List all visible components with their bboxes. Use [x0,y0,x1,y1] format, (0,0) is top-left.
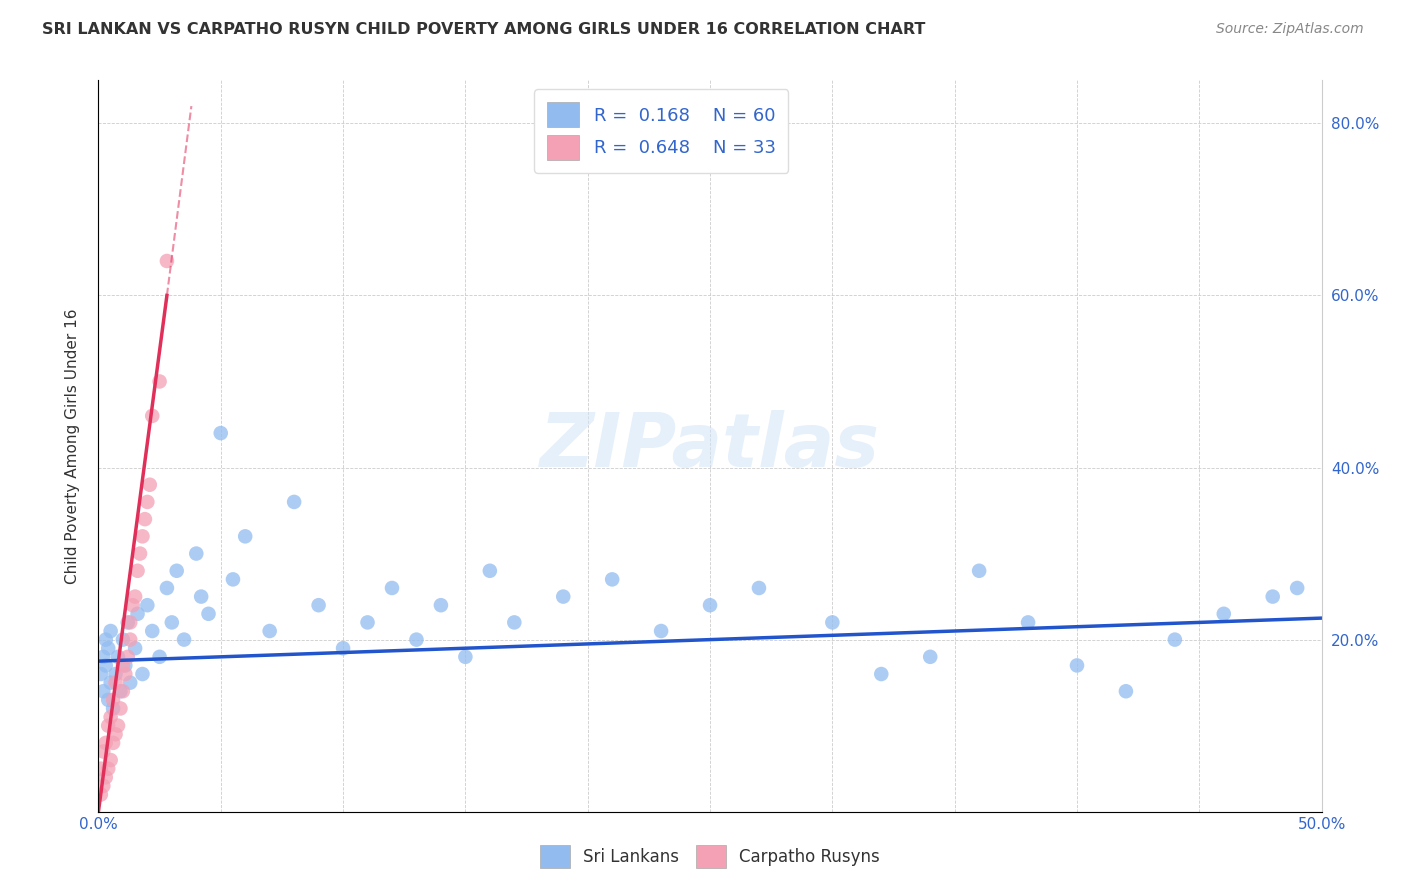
Point [478,564,501,578]
Point [117,649,139,664]
Point [553,590,575,604]
Point [107,649,129,664]
Point [149,649,172,664]
Point [141,409,163,423]
Point [90,667,112,681]
Point [1017,615,1039,630]
Point [650,624,672,638]
Point [91,649,114,664]
Point [120,632,142,647]
Point [197,607,219,621]
Point [134,512,156,526]
Point [101,736,124,750]
Point [233,529,256,543]
Point [136,495,159,509]
Point [1066,658,1088,673]
Point [127,607,149,621]
Point [332,641,354,656]
Point [967,564,990,578]
Point [97,641,120,656]
Point [173,632,195,647]
Point [91,779,114,793]
Point [104,675,127,690]
Point [920,649,942,664]
Point [91,684,114,698]
Point [94,770,117,784]
Point [121,598,143,612]
Point [870,667,893,681]
Point [101,693,124,707]
Point [222,573,245,587]
Text: Source: ZipAtlas.com: Source: ZipAtlas.com [1216,22,1364,37]
Point [111,684,134,698]
Point [454,649,477,664]
Point [156,254,179,268]
Point [107,719,129,733]
Point [120,675,142,690]
Point [186,547,208,561]
Point [160,615,183,630]
Point [1164,632,1187,647]
Point [104,727,127,741]
Point [139,477,162,491]
Point [356,615,378,630]
Point [127,564,149,578]
Point [166,564,188,578]
Point [114,667,136,681]
Text: SRI LANKAN VS CARPATHO RUSYN CHILD POVERTY AMONG GIRLS UNDER 16 CORRELATION CHAR: SRI LANKAN VS CARPATHO RUSYN CHILD POVER… [42,22,925,37]
Point [120,615,142,630]
Point [131,667,153,681]
Point [110,701,132,715]
Point [111,658,134,673]
Y-axis label: Child Poverty Among Girls Under 16: Child Poverty Among Girls Under 16 [65,309,80,583]
Point [821,615,844,630]
Point [1212,607,1234,621]
Point [136,598,159,612]
Point [101,701,124,715]
Point [259,624,281,638]
Point [114,658,136,673]
Point [124,641,146,656]
Point [91,744,114,758]
Point [748,581,770,595]
Point [100,675,122,690]
Point [129,547,152,561]
Point [699,598,721,612]
Point [308,598,330,612]
Point [149,375,172,389]
Point [1261,590,1284,604]
Point [111,632,134,647]
Point [97,719,120,733]
Point [90,788,112,802]
Point [405,632,427,647]
Point [97,693,120,707]
Point [94,736,117,750]
Point [209,426,232,441]
Point [97,762,120,776]
Point [503,615,526,630]
Point [100,753,122,767]
Point [1286,581,1309,595]
Point [1115,684,1137,698]
Point [94,658,117,673]
Point [117,615,139,630]
Text: ZIPatlas: ZIPatlas [540,409,880,483]
Point [104,667,127,681]
Point [141,624,163,638]
Point [100,710,122,724]
Point [124,590,146,604]
Point [381,581,404,595]
Point [94,632,117,647]
Point [90,762,112,776]
Point [600,573,623,587]
Point [190,590,212,604]
Legend: Sri Lankans, Carpatho Rusyns: Sri Lankans, Carpatho Rusyns [531,837,889,877]
Point [131,529,153,543]
Point [430,598,453,612]
Point [110,684,132,698]
Point [156,581,179,595]
Point [100,624,122,638]
Point [283,495,305,509]
